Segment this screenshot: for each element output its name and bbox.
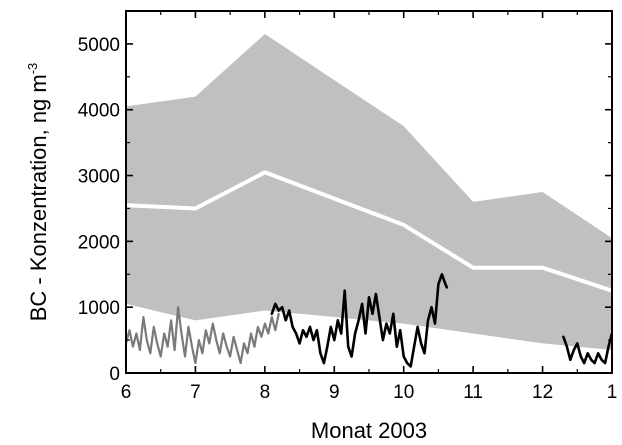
x-axis: 6 7 8 9 10 11 12 1 (121, 11, 618, 403)
x-tick-label: 10 (393, 382, 414, 403)
x-tick-label: 1 (607, 382, 618, 403)
x-axis-title: Monat 2003 (311, 418, 427, 443)
y-tick-label: 1000 (78, 298, 120, 319)
y-tick-label: 3000 (78, 167, 120, 188)
y-tick-label: 2000 (78, 232, 120, 253)
y-tick-label: 0 (109, 364, 120, 385)
series-line-1 (126, 170, 612, 293)
y-axis-title-superscript: -3 (25, 63, 40, 75)
y-axis-title: BC - Konzentration, ng m-3 (25, 63, 51, 322)
y-tick-label: 4000 (78, 101, 120, 122)
series-line-4 (562, 332, 612, 365)
series-line-2 (126, 306, 280, 365)
x-tick-label: 12 (532, 382, 553, 403)
x-tick-label: 8 (260, 382, 271, 403)
series-line-3 (270, 273, 449, 368)
plot-area (126, 34, 612, 368)
x-tick-label: 11 (463, 382, 483, 403)
range-band (126, 34, 612, 350)
x-tick-label: 6 (121, 382, 132, 403)
y-axis-title-main: BC - Konzentration, ng m (26, 74, 51, 321)
x-tick-label: 9 (329, 382, 340, 403)
x-tick-label: 7 (190, 382, 201, 403)
y-axis: 0 1000 2000 3000 4000 5000 (78, 35, 612, 385)
y-tick-label: 5000 (78, 35, 120, 56)
